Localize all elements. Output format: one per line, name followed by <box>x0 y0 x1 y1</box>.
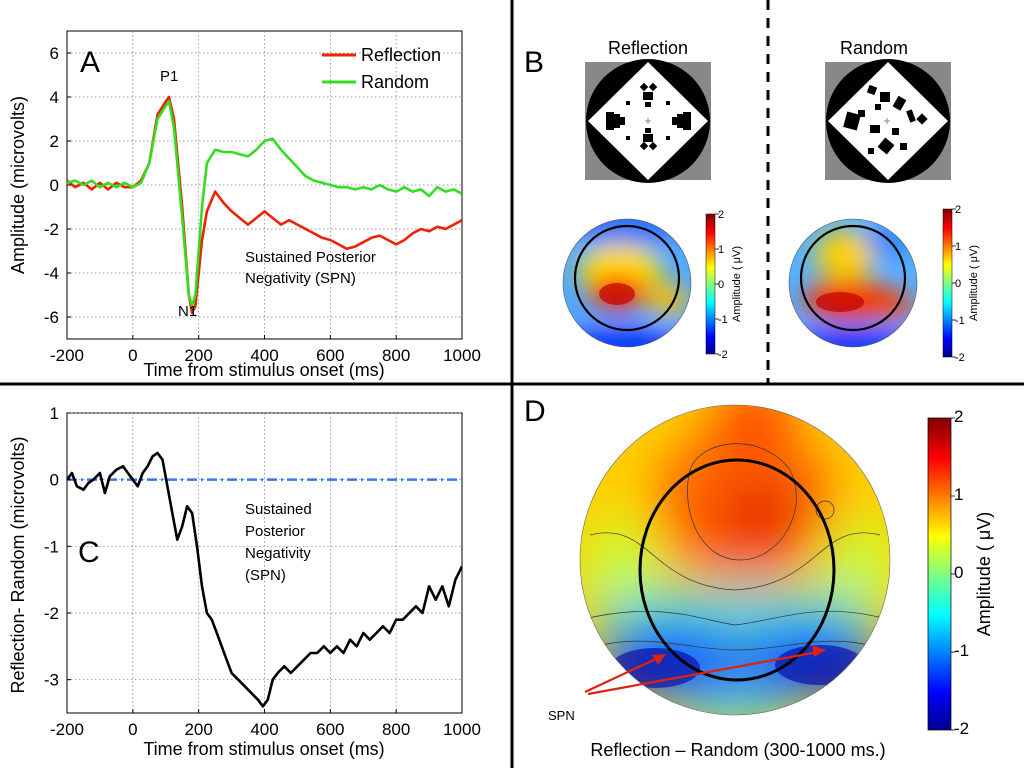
y-tick-label: -2 <box>44 220 59 239</box>
colorbar-tick-label: 1 <box>954 485 963 504</box>
annotation-spn-c-2: Posterior <box>245 523 305 540</box>
topomap-difference <box>579 404 891 716</box>
colorbar-tick-label: -1 <box>955 315 965 327</box>
annotation-spn-c-3: Negativity <box>245 545 311 562</box>
y-tick-label: -2 <box>44 604 59 623</box>
y-tick-label: -4 <box>44 264 59 283</box>
x-tick-label: 1000 <box>443 720 481 739</box>
annotation-n1: N1 <box>178 303 197 320</box>
annotation-spn-c-4: (SPN) <box>245 567 286 584</box>
stimulus-random: Random <box>825 38 951 183</box>
panel-b: B Reflection Random <box>524 38 980 364</box>
ticks-a: -200 0 200 400 600 800 1000 6 4 2 0 -2 -4 -6 <box>44 44 481 365</box>
head-outline-d-ellipse <box>638 458 836 682</box>
spn-arrows: SPN <box>548 645 826 723</box>
x-axis-label-c: Time from stimulus onset (ms) <box>143 739 384 759</box>
colorbar-d: 2 1 0 -1 -2 Amplitude ( μV) <box>927 407 994 738</box>
panel-letter-b: B <box>524 46 544 79</box>
colorbar-tick-label: 2 <box>718 209 724 221</box>
panel-letter-c: C <box>78 536 100 569</box>
colorbar-tick-label: 0 <box>955 278 961 290</box>
annotation-spn-c-1: Sustained <box>245 501 312 518</box>
x-axis-label-a: Time from stimulus onset (ms) <box>143 360 384 380</box>
colorbar-b-left: 2 1 0 -1 -2 Amplitude ( μV) <box>705 209 743 361</box>
x-tick-label: 600 <box>316 346 344 365</box>
colorbar-tick-label: -1 <box>954 641 969 660</box>
y-tick-label: 6 <box>50 44 59 63</box>
y-axis-label-a: Amplitude (microvolts) <box>8 96 28 274</box>
x-tick-label: 200 <box>184 720 212 739</box>
x-tick-label: 0 <box>128 346 137 365</box>
stimulus-reflection: Reflection <box>585 38 711 183</box>
annotation-p1: P1 <box>160 68 178 85</box>
x-tick-label: 200 <box>184 346 212 365</box>
colorbar-tick-label: 1 <box>718 244 724 256</box>
panel-letter-a: A <box>80 46 100 79</box>
colorbar-tick-label: -2 <box>954 719 969 738</box>
y-tick-label: -3 <box>44 671 59 690</box>
y-tick-label: 4 <box>50 88 59 107</box>
annotation-spn-a-1: Sustained Posterior <box>245 249 376 266</box>
x-tick-label: -200 <box>50 720 84 739</box>
map-title-random: Random <box>840 38 908 58</box>
colorbar-tick-label: 0 <box>718 279 724 291</box>
colorbar-tick-label: 2 <box>955 204 961 216</box>
panel-letter-d: D <box>524 395 546 428</box>
colorbar-tick-label: 1 <box>955 241 961 253</box>
y-tick-label: -1 <box>44 537 59 556</box>
legend-label-random: Random <box>361 72 429 92</box>
topomap-reflection <box>562 218 692 348</box>
x-tick-label: 800 <box>382 720 410 739</box>
y-tick-label: -6 <box>44 308 59 327</box>
colorbar-tick-label: -1 <box>718 314 728 326</box>
x-tick-label: 400 <box>250 720 278 739</box>
legend-a: Reflection Random <box>322 45 441 92</box>
y-tick-label: 0 <box>50 176 59 195</box>
colorbar-tick-label: -2 <box>718 349 728 361</box>
ticks-c: -200 0 200 400 600 800 1000 1 0 -1 -2 -3 <box>44 404 481 739</box>
x-tick-label: 800 <box>382 346 410 365</box>
legend-label-reflection: Reflection <box>361 45 441 65</box>
y-tick-label: 0 <box>50 471 59 490</box>
colorbar-label-d: Amplitude ( μV) <box>974 512 994 636</box>
colorbar-label-b-left: Amplitude ( μV) <box>731 246 743 322</box>
annotation-spn-a-2: Negativity (SPN) <box>245 270 356 287</box>
y-tick-label: 2 <box>50 132 59 151</box>
series-c <box>67 451 462 708</box>
y-tick-label: 1 <box>50 404 59 423</box>
panel-d: D <box>524 395 994 760</box>
colorbar-b-right: 2 1 0 -1 -2 Amplitude ( μV) <box>942 204 980 364</box>
x-tick-label: 600 <box>316 720 344 739</box>
colorbar-tick-label: -2 <box>955 352 965 364</box>
colorbar-tick-label: 2 <box>954 407 963 426</box>
annotation-spn-d: SPN <box>548 708 575 723</box>
series-a <box>67 95 462 314</box>
topomap-random <box>788 218 918 348</box>
x-tick-label: -200 <box>50 346 84 365</box>
x-tick-label: 1000 <box>443 346 481 365</box>
colorbar-label-b-right: Amplitude ( μV) <box>968 245 980 321</box>
x-tick-label: 400 <box>250 346 278 365</box>
y-axis-label-c: Reflection- Random (microvolts) <box>8 436 28 693</box>
colorbar-tick-label: 0 <box>954 563 963 582</box>
caption-d: Reflection – Random (300-1000 ms.) <box>590 740 885 760</box>
panel-c: -200 0 200 400 600 800 1000 1 0 -1 -2 -3 C Sustaine… <box>8 404 481 759</box>
plot-area-c <box>66 412 463 714</box>
x-tick-label: 0 <box>128 720 137 739</box>
series-line-reflection-random <box>67 451 462 708</box>
map-title-reflection: Reflection <box>608 38 688 58</box>
series-line-random <box>67 100 462 308</box>
